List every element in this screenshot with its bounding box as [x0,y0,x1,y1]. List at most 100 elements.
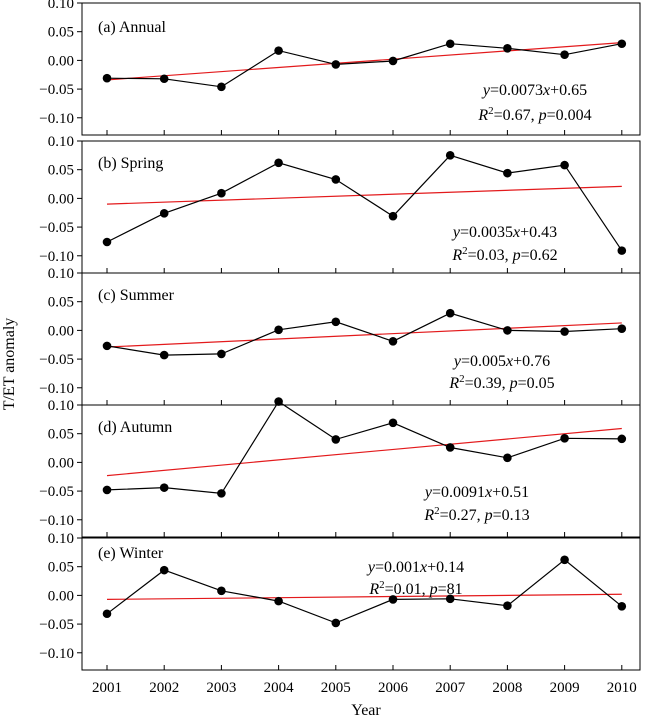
x-tick-label: 2001 [92,680,122,696]
data-point [274,397,283,406]
data-point [102,609,112,619]
panel-frame [81,404,641,538]
data-point [159,74,169,84]
panel-label: (c) Summer [98,287,175,304]
data-point [560,160,569,170]
data-point [159,209,169,218]
y-tick-label: 0.00 [48,191,74,207]
series-line [106,312,622,356]
data-point [274,325,283,335]
eq-y: y [423,484,433,501]
data-point [388,56,398,66]
trend-line [106,185,622,205]
eq-r-sup: 2 [488,105,494,117]
regression-stats: R2=0.01, p=81 [368,579,462,598]
y-tick-label: 0.10 [48,134,74,150]
y-tick-label: 0.00 [48,53,74,69]
y-tick-label: 0.05 [48,25,74,41]
trend-line [106,593,622,601]
y-tick-label: −0.10 [39,646,74,662]
data-point [560,50,569,59]
eq-r2-val: =0.01, [385,581,430,598]
data-point [217,188,226,198]
eq-p: p [538,107,547,124]
eq-p-val: =0.004 [547,107,592,124]
eq-p: p [512,247,521,264]
x-tick-label: 2003 [206,680,236,696]
data-point [217,586,226,596]
eq-x: x [505,353,513,370]
data-point [388,595,398,604]
eq-intercept: +0.65 [550,82,587,99]
y-tick-label: 0.00 [48,588,74,604]
data-point [102,341,112,351]
y-tick-label: −0.05 [39,484,74,500]
data-point [503,601,512,611]
eq-intercept: +0.76 [513,353,550,370]
y-tick-label: 0.10 [48,398,74,414]
panels: 0.100.050.00−0.05−0.10(a) Annualy=0.0073… [39,0,641,671]
x-tick-label: 2008 [492,680,522,696]
x-axis-title: Year [351,702,381,719]
eq-x: x [484,484,492,501]
eq-coef: =0.0073 [490,82,543,99]
data-point [331,435,341,444]
eq-r-sup: 2 [379,579,385,591]
trend-line [106,322,622,348]
panel-frame [81,537,641,671]
trend-line [106,42,622,81]
data-point [331,317,341,327]
eq-p-val: =0.62 [521,247,558,264]
data-point [445,594,455,604]
data-point [388,211,398,221]
data-point [560,555,569,565]
data-point [388,418,398,428]
eq-p-val: =81 [438,581,463,598]
x-tick-label: 2004 [264,680,295,696]
eq-r2-val: =0.03, [468,247,513,264]
eq-r: R [477,107,488,124]
eq-coef: =0.0091 [432,484,485,501]
panel-3: 0.10 0.05 0.00 −0.05 −0.10 (d) Autumn y=0.0091… [39,397,641,538]
data-point [159,350,169,360]
y-tick-label: 0.05 [48,560,74,576]
eq-p: p [429,581,438,598]
data-point [445,443,455,452]
eq-r2-val: =0.67, [494,107,539,124]
eq-r2-val: =0.39, [465,375,510,392]
data-point [274,596,283,606]
data-point [388,336,398,346]
panel-label: (e) Winter [98,545,164,562]
y-tick-label: −0.05 [39,220,74,236]
data-point [102,73,112,83]
eq-r-sup: 2 [434,505,440,517]
y-tick-label: −0.10 [39,249,74,265]
data-point [617,324,627,333]
eq-r: R [451,247,462,264]
y-tick-label: 0.00 [48,455,74,471]
panel-label: (a) Annual [98,19,167,36]
eq-p: p [509,375,518,392]
y-tick-label: −0.10 [39,381,74,397]
data-point [331,618,341,628]
regression-equation: y=0.001x+0.14 [366,559,464,576]
series-line [106,43,622,88]
x-tick-label: 2009 [550,680,580,696]
data-point [503,168,512,178]
eq-x: x [542,82,550,99]
regression-equation: y=0.0073x+0.65 [481,82,587,99]
panel-4: 0.10 0.05 0.00 −0.05 −0.10 (e) Winter y=0.001x… [39,531,641,671]
y-tick-label: −0.05 [39,82,74,98]
eq-y: y [366,559,376,576]
eq-intercept: +0.43 [520,224,557,241]
regression-equation: y=0.0035x+0.43 [451,224,557,241]
eq-y: y [452,353,462,370]
panel-label: (d) Autumn [98,419,172,436]
data-point [274,158,283,168]
regression-stats: R2=0.67, p=0.004 [477,105,591,124]
y-tick-label: −0.05 [39,617,74,633]
data-point [503,453,512,463]
y-tick-label: 0.05 [48,427,74,443]
eq-coef: =0.005 [461,353,506,370]
